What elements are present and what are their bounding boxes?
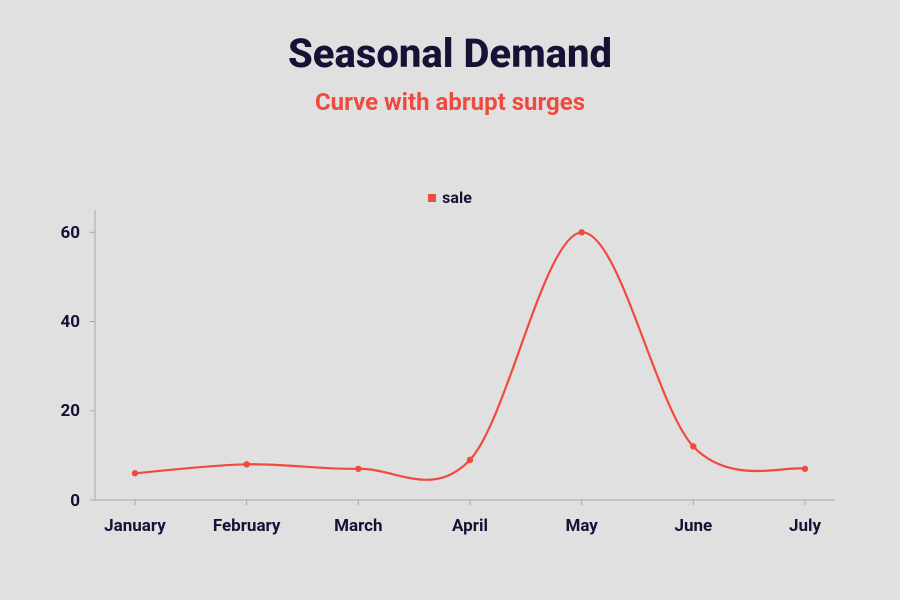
series-marker bbox=[355, 466, 361, 472]
chart-subtitle: Curve with abrupt surges bbox=[0, 88, 900, 116]
chart-svg bbox=[95, 210, 835, 540]
chart-legend: sale bbox=[0, 188, 900, 207]
y-tick-label: 40 bbox=[40, 312, 80, 332]
chart-title: Seasonal Demand bbox=[0, 30, 900, 77]
page: Seasonal Demand Curve with abrupt surges… bbox=[0, 0, 900, 600]
series-marker bbox=[578, 229, 584, 235]
series-marker bbox=[802, 466, 808, 472]
series-marker bbox=[467, 457, 473, 463]
series-line bbox=[135, 232, 805, 480]
y-tick-label: 20 bbox=[40, 401, 80, 421]
series-marker bbox=[690, 443, 696, 449]
line-chart: 0204060JanuaryFebruaryMarchAprilMayJuneJ… bbox=[95, 210, 835, 500]
y-tick-label: 60 bbox=[40, 223, 80, 243]
y-tick-label: 0 bbox=[40, 491, 80, 511]
series-marker bbox=[132, 470, 138, 476]
legend-label: sale bbox=[442, 188, 472, 207]
series-marker bbox=[243, 461, 249, 467]
legend-swatch bbox=[428, 194, 436, 202]
